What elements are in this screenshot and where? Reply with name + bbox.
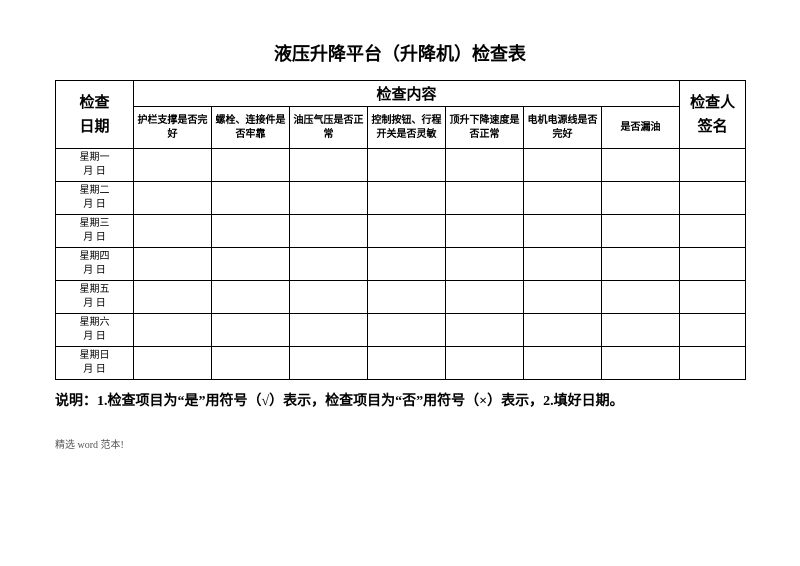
cell: [290, 149, 368, 182]
row-label: 星期四 月 日: [56, 248, 134, 281]
cell: [446, 314, 524, 347]
cell: [446, 347, 524, 380]
cell: [134, 314, 212, 347]
cell: [446, 248, 524, 281]
footer-text: 精选 word 范本!: [55, 436, 745, 451]
subheader-6: 是否漏油: [602, 107, 680, 149]
cell: [290, 215, 368, 248]
row-label: 星期一 月 日: [56, 149, 134, 182]
cell: [602, 182, 680, 215]
cell: [680, 215, 746, 248]
cell: [212, 248, 290, 281]
cell: [368, 182, 446, 215]
cell: [680, 149, 746, 182]
table-row: 星期四 月 日: [56, 248, 746, 281]
row-label: 星期三 月 日: [56, 215, 134, 248]
cell: [524, 182, 602, 215]
row-label: 星期二 月 日: [56, 182, 134, 215]
cell: [446, 182, 524, 215]
cell: [134, 248, 212, 281]
row-label: 星期六 月 日: [56, 314, 134, 347]
cell: [446, 149, 524, 182]
cell: [446, 215, 524, 248]
cell: [290, 281, 368, 314]
cell: [212, 314, 290, 347]
cell: [290, 347, 368, 380]
cell: [290, 314, 368, 347]
cell: [212, 215, 290, 248]
cell: [134, 182, 212, 215]
table-body: 星期一 月 日 星期二 月 日 星期三 月 日 星期四 月 日 星期五 月 日 …: [56, 149, 746, 380]
table-row: 星期一 月 日: [56, 149, 746, 182]
cell: [680, 347, 746, 380]
cell: [680, 314, 746, 347]
subheader-4: 顶升下降速度是否正常: [446, 107, 524, 149]
subheader-0: 护栏支撑是否完好: [134, 107, 212, 149]
cell: [368, 281, 446, 314]
page-title: 液压升降平台（升降机）检查表: [55, 40, 745, 66]
cell: [524, 281, 602, 314]
subheader-5: 电机电源线是否完好: [524, 107, 602, 149]
cell: [602, 248, 680, 281]
cell: [524, 215, 602, 248]
cell: [368, 149, 446, 182]
cell: [680, 281, 746, 314]
cell: [524, 314, 602, 347]
cell: [290, 248, 368, 281]
table-row: 星期三 月 日: [56, 215, 746, 248]
subheader-3: 控制按钮、行程开关是否灵敏: [368, 107, 446, 149]
table-row: 星期二 月 日: [56, 182, 746, 215]
cell: [368, 347, 446, 380]
cell: [134, 215, 212, 248]
cell: [368, 314, 446, 347]
cell: [602, 215, 680, 248]
cell: [602, 281, 680, 314]
cell: [680, 182, 746, 215]
cell: [212, 182, 290, 215]
cell: [212, 281, 290, 314]
header-signer: 检查人 签名: [680, 81, 746, 149]
cell: [602, 149, 680, 182]
cell: [680, 248, 746, 281]
cell: [524, 248, 602, 281]
cell: [134, 281, 212, 314]
header-content: 检查内容: [134, 81, 680, 107]
cell: [446, 281, 524, 314]
inspection-table: 检查 日期 检查内容 检查人 签名 护栏支撑是否完好 螺栓、连接件是否牢靠 油压…: [55, 80, 746, 380]
cell: [134, 149, 212, 182]
header-date: 检查 日期: [56, 81, 134, 149]
note-text: 说明：1.检查项目为“是”用符号（√）表示，检查项目为“否”用符号（×）表示，2…: [55, 390, 745, 410]
cell: [524, 149, 602, 182]
cell: [368, 215, 446, 248]
table-row: 星期日 月 日: [56, 347, 746, 380]
cell: [602, 314, 680, 347]
cell: [368, 248, 446, 281]
cell: [290, 182, 368, 215]
row-label: 星期五 月 日: [56, 281, 134, 314]
cell: [602, 347, 680, 380]
table-row: 星期五 月 日: [56, 281, 746, 314]
cell: [212, 149, 290, 182]
cell: [212, 347, 290, 380]
cell: [524, 347, 602, 380]
subheader-2: 油压气压是否正常: [290, 107, 368, 149]
cell: [134, 347, 212, 380]
subheader-1: 螺栓、连接件是否牢靠: [212, 107, 290, 149]
table-row: 星期六 月 日: [56, 314, 746, 347]
row-label: 星期日 月 日: [56, 347, 134, 380]
